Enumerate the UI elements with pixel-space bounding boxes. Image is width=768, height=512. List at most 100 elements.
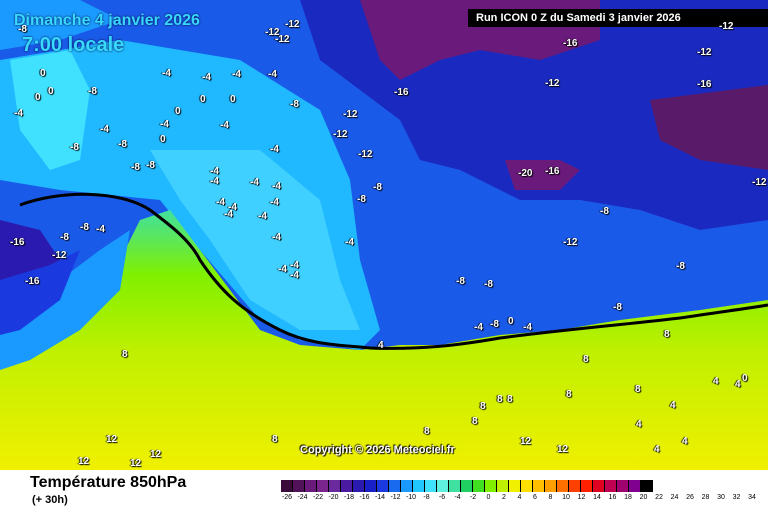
isotherm-label: 12	[520, 436, 532, 447]
isotherm-label: -4	[278, 264, 287, 275]
isotherm-label: 4	[713, 376, 719, 387]
isotherm-label: -4	[272, 181, 281, 192]
isotherm-label: -16	[10, 237, 25, 248]
isotherm-label: -4	[270, 197, 279, 208]
scale-tick: 0	[486, 494, 491, 501]
isotherm-label: -4	[216, 197, 225, 208]
isotherm-label: -8	[70, 142, 79, 153]
scale-swatch	[533, 480, 545, 492]
scale-swatch	[437, 480, 449, 492]
scale-tick: -18	[343, 494, 355, 501]
color-scale	[281, 480, 653, 492]
scale-swatch	[389, 480, 401, 492]
scale-swatch	[317, 480, 329, 492]
scale-swatch	[521, 480, 533, 492]
isotherm-label: -12	[697, 47, 712, 58]
scale-swatch	[509, 480, 521, 492]
scale-tick: -16	[359, 494, 370, 501]
isotherm-label: -12	[752, 177, 767, 188]
scale-tick: 2	[502, 494, 506, 501]
scale-swatch	[377, 480, 389, 492]
run-info: Run ICON 0 Z du Samedi 3 janvier 2026	[468, 9, 768, 27]
isotherm-label: -8	[290, 99, 299, 110]
isotherm-label: 4	[378, 340, 384, 351]
temperature-map: Dimanche 4 janvier 2026 7:00 locale Run …	[0, 0, 768, 470]
map-canvas	[0, 0, 768, 470]
cold-west	[0, 0, 120, 50]
isotherm-label: -8	[357, 194, 366, 205]
scale-swatch	[569, 480, 581, 492]
zero-isotherm	[19, 192, 768, 350]
isotherm-label: -12	[333, 129, 348, 140]
cold-tongue-sw	[0, 230, 130, 370]
isotherm-label: -12	[275, 34, 290, 45]
isotherm-label: -16	[394, 87, 409, 98]
isotherm-label: -4	[162, 68, 171, 79]
isotherm-label: -12	[545, 78, 560, 89]
scale-swatch	[281, 480, 293, 492]
isotherm-label: 0	[742, 373, 748, 384]
isotherm-label: 8	[122, 349, 128, 360]
isotherm-label: -8	[600, 206, 609, 217]
scale-swatch	[641, 480, 653, 492]
scale-swatch	[329, 480, 341, 492]
scale-tick: -6	[438, 494, 446, 501]
isotherm-label: 0	[48, 86, 54, 97]
lead-time: (+ 30h)	[32, 494, 68, 506]
scale-swatch	[293, 480, 305, 492]
isotherm-label: 8	[497, 394, 503, 405]
scale-tick: 18	[624, 494, 632, 501]
isotherm-label: 12	[557, 444, 569, 455]
isotherm-label: -4	[290, 270, 299, 281]
scale-tick: -24	[297, 494, 308, 501]
isotherm-label: 8	[635, 384, 641, 395]
isotherm-label: -8	[18, 24, 27, 35]
isotherm-label: -8	[490, 319, 499, 330]
scale-tick: 4	[517, 494, 522, 501]
isotherm-label: 4	[735, 379, 741, 390]
cold-tongue-sw-inner	[0, 250, 80, 335]
isotherm-label: 8	[664, 329, 670, 340]
scale-tick: 24	[670, 494, 679, 501]
isotherm-label: 4	[654, 444, 660, 455]
isotherm-label: -4	[232, 69, 241, 80]
isotherm-label: -8	[88, 86, 97, 97]
isotherm-label: 12	[78, 456, 90, 467]
isotherm-label: 0	[35, 92, 41, 103]
scale-swatch	[545, 480, 557, 492]
isotherm-label: -8	[60, 232, 69, 243]
scale-tick: 16	[608, 494, 617, 501]
isotherm-label: -8	[373, 182, 382, 193]
scale-tick: 20	[639, 494, 648, 501]
isotherm-label: -12	[343, 109, 358, 120]
isotherm-label: 8	[507, 394, 513, 405]
isotherm-label: -4	[160, 119, 169, 130]
isotherm-label: -12	[285, 19, 300, 30]
scale-swatch	[401, 480, 413, 492]
isotherm-label: -4	[96, 224, 105, 235]
scale-tick: -14	[374, 494, 386, 501]
scale-tick: 34	[748, 494, 756, 501]
isotherm-label: -4	[224, 209, 233, 220]
scale-swatch	[425, 480, 437, 492]
isotherm-label: -4	[268, 69, 277, 80]
isotherm-label: -16	[25, 276, 40, 287]
isotherm-label: 4	[636, 419, 642, 430]
scale-swatch	[629, 480, 641, 492]
scale-tick: 12	[577, 494, 586, 501]
cold-scandinavia	[505, 160, 580, 190]
isotherm-label: -8	[613, 302, 622, 313]
scale-swatch	[605, 480, 617, 492]
scale-swatch	[557, 480, 569, 492]
isotherm-label: -4	[258, 211, 267, 222]
isotherm-label: -12	[52, 250, 67, 261]
scale-tick: 22	[655, 494, 663, 501]
variable-title: Température 850hPa	[30, 474, 187, 491]
isotherm-label: -4	[210, 176, 219, 187]
cold-greenland	[10, 50, 90, 170]
isotherm-label: 8	[424, 426, 430, 437]
isotherm-label: 12	[130, 458, 142, 469]
scale-tick: -22	[312, 494, 324, 501]
isotherm-label: -4	[210, 166, 219, 177]
